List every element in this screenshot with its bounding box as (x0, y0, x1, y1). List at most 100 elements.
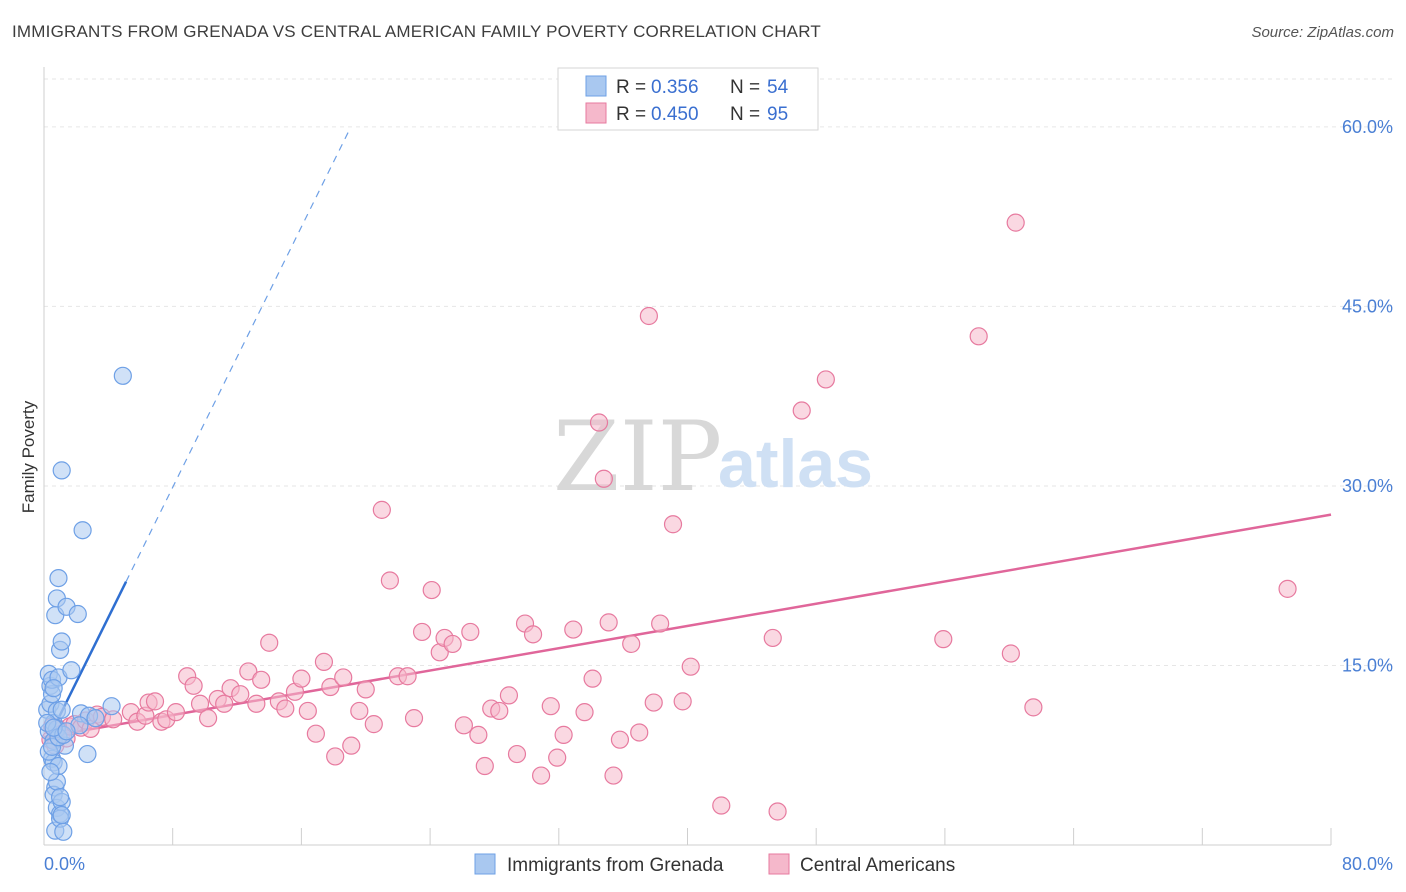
point-central-american (599, 613, 618, 632)
point-grenada (57, 722, 76, 741)
point-central-american (321, 677, 340, 697)
point-central-american (252, 670, 271, 689)
point-central-american (541, 697, 560, 716)
point-central-american (523, 625, 543, 644)
point-central-american (260, 633, 279, 652)
point-central-american (422, 580, 441, 600)
point-central-american (314, 652, 334, 671)
point-central-american (398, 667, 417, 686)
point-central-american (342, 736, 361, 755)
point-central-american (663, 515, 683, 534)
point-central-american (298, 701, 317, 721)
x-tick-label-max: 80.0% (1342, 854, 1393, 874)
legend-r-value-grenada: 0.356 (651, 77, 699, 98)
legend-r-label-grenada: R = (616, 77, 646, 98)
legend-n-label-central: N = (730, 104, 760, 125)
legend-series: Immigrants from Grenada Central American… (474, 853, 955, 876)
point-central-american (1024, 698, 1043, 717)
grid-lines (44, 78, 1393, 666)
point-central-american (651, 614, 670, 633)
point-grenada (41, 762, 60, 782)
data-points (38, 213, 1297, 841)
point-grenada (113, 366, 132, 385)
point-central-american (184, 676, 203, 695)
point-central-american (292, 669, 311, 688)
watermark-zip: ZIP (553, 401, 722, 513)
point-central-american (507, 744, 527, 764)
point-central-american (334, 668, 353, 687)
point-central-american (326, 747, 345, 766)
y-tick-labels: 15.0% 30.0% 45.0% 60.0% (1342, 117, 1393, 676)
point-central-american (969, 327, 988, 346)
point-central-american (461, 622, 480, 642)
point-central-american (490, 701, 509, 721)
point-central-american (768, 802, 787, 821)
legend-r-label-central: R = (616, 104, 646, 125)
legend-swatch-central (585, 102, 607, 124)
point-grenada (52, 805, 71, 825)
chart-title: IMMIGRANTS FROM GRENADA VS CENTRAL AMERI… (12, 22, 821, 41)
point-central-american (548, 748, 567, 767)
y-tick-label: 30.0% (1342, 476, 1393, 496)
legend-swatch-grenada (585, 75, 607, 97)
legend-stats: R = 0.356 N = 54 R = 0.450 N = 95 (557, 67, 819, 131)
point-central-american (443, 634, 462, 654)
point-grenada (78, 744, 97, 764)
point-central-american (644, 693, 663, 712)
y-tick-label: 60.0% (1342, 117, 1393, 137)
legend-label-grenada: Immigrants from Grenada (507, 855, 724, 876)
point-central-american (763, 628, 782, 648)
point-central-american (239, 662, 258, 681)
point-grenada (52, 632, 71, 651)
point-central-american (604, 766, 623, 785)
point-central-american (166, 703, 186, 722)
point-central-american (594, 469, 613, 488)
point-central-american (198, 709, 218, 728)
point-central-american (575, 703, 594, 722)
point-grenada (50, 788, 70, 807)
point-central-american (350, 701, 369, 721)
point-grenada (68, 604, 87, 624)
point-grenada (52, 461, 71, 480)
point-central-american (792, 401, 811, 420)
point-central-american (372, 500, 391, 519)
point-central-american (622, 634, 641, 654)
watermark-atlas: atlas (718, 426, 873, 502)
point-central-american (673, 692, 692, 711)
point-grenada (102, 697, 121, 716)
point-grenada (52, 700, 71, 719)
legend-n-value-grenada: 54 (767, 77, 789, 98)
point-central-american (145, 692, 165, 711)
point-central-american (247, 694, 266, 713)
point-central-american (816, 370, 835, 389)
point-central-american (610, 730, 630, 749)
point-central-american (231, 685, 250, 704)
point-central-american (639, 306, 658, 326)
point-central-american (190, 694, 210, 713)
point-central-american (380, 571, 399, 590)
legend-n-label-grenada: N = (730, 77, 760, 98)
legend-r-value-central: 0.450 (651, 104, 699, 125)
legend-swatch-grenada-bottom (474, 853, 496, 875)
point-central-american (1001, 644, 1020, 663)
point-grenada (86, 709, 105, 728)
point-central-american (532, 766, 551, 785)
point-central-american (412, 622, 432, 642)
x-tick-labels: 0.0% 80.0% (44, 854, 1393, 874)
point-grenada (44, 679, 63, 698)
point-central-american (215, 694, 234, 713)
point-central-american (404, 709, 424, 728)
point-central-american (630, 723, 649, 742)
watermark: ZIP atlas (553, 401, 873, 513)
point-grenada (54, 822, 73, 841)
point-central-american (1006, 213, 1025, 232)
x-tick-label-min: 0.0% (44, 854, 85, 874)
point-central-american (589, 413, 609, 432)
point-central-american (934, 630, 953, 649)
legend-n-value-central: 95 (767, 104, 788, 125)
y-axis-title: Family Poverty (19, 400, 38, 513)
point-central-american (583, 669, 602, 688)
point-central-american (469, 725, 488, 744)
point-central-american (564, 620, 583, 639)
